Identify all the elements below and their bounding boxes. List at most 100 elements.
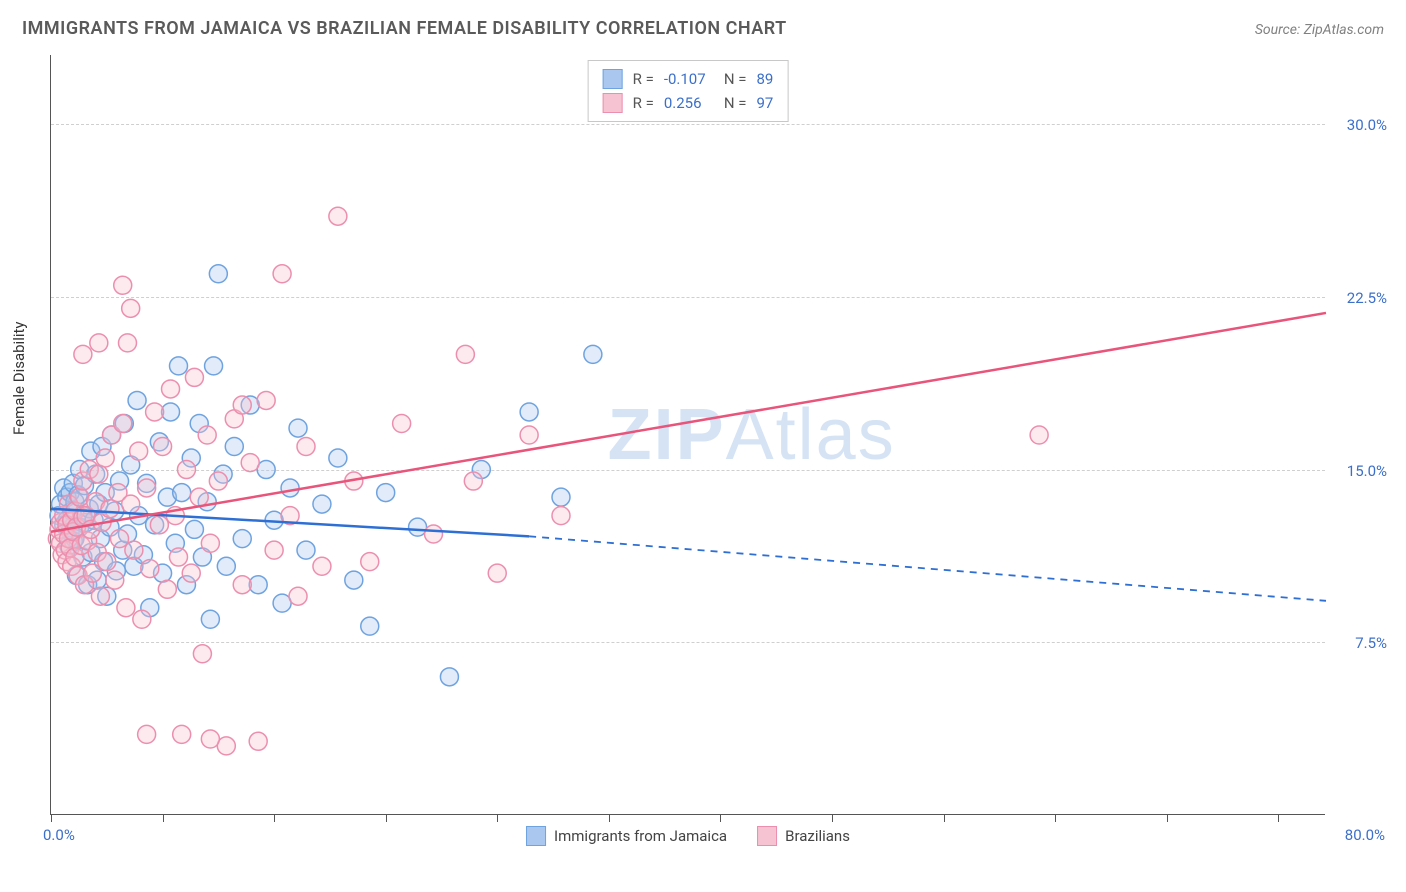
scatter-point — [173, 484, 191, 502]
scatter-point — [345, 571, 363, 589]
scatter-point — [201, 730, 219, 748]
scatter-point — [297, 541, 315, 559]
scatter-point — [101, 500, 119, 518]
x-tick — [609, 814, 610, 822]
scatter-point — [141, 560, 159, 578]
legend-swatch — [603, 69, 623, 89]
scatter-point — [361, 617, 379, 635]
scatter-point — [273, 265, 291, 283]
scatter-point — [98, 553, 116, 571]
legend-swatch — [526, 826, 546, 846]
legend-swatch — [757, 826, 777, 846]
legend-r-value: 0.256 — [664, 94, 714, 112]
scatter-point — [297, 438, 315, 456]
scatter-svg — [51, 55, 1325, 814]
x-tick — [1055, 814, 1056, 822]
scatter-point — [119, 334, 137, 352]
scatter-point — [185, 368, 203, 386]
scatter-point — [440, 668, 458, 686]
scatter-point — [217, 557, 235, 575]
series-name: Brazilians — [785, 827, 850, 845]
y-tick-label: 22.5% — [1347, 289, 1387, 307]
source-attribution: Source: ZipAtlas.com — [1255, 22, 1384, 38]
scatter-point — [201, 534, 219, 552]
scatter-point — [146, 403, 164, 421]
scatter-point — [225, 438, 243, 456]
scatter-point — [106, 571, 124, 589]
y-axis-label: Female Disability — [10, 322, 28, 436]
scatter-point — [201, 610, 219, 628]
scatter-point — [552, 507, 570, 525]
scatter-point — [329, 449, 347, 467]
scatter-point — [377, 484, 395, 502]
scatter-point — [71, 488, 89, 506]
x-origin-label: 0.0% — [43, 826, 75, 844]
x-tick — [1167, 814, 1168, 822]
scatter-point — [584, 345, 602, 363]
scatter-point — [117, 599, 135, 617]
series-legend-item: Immigrants from Jamaica — [526, 826, 727, 846]
x-tick — [497, 814, 498, 822]
legend-row: R = 0.256 N = 97 — [603, 91, 774, 115]
scatter-point — [170, 548, 188, 566]
scatter-point — [193, 645, 211, 663]
x-tick — [51, 814, 52, 822]
scatter-point — [90, 465, 108, 483]
scatter-point — [130, 442, 148, 460]
legend-n-value: 97 — [756, 94, 773, 112]
scatter-point — [122, 495, 140, 513]
scatter-point — [170, 357, 188, 375]
scatter-point — [289, 419, 307, 437]
scatter-point — [329, 207, 347, 225]
scatter-point — [257, 391, 275, 409]
x-tick — [832, 814, 833, 822]
y-tick-label: 7.5% — [1355, 634, 1387, 652]
correlation-legend: R = -0.107 N = 89 R = 0.256 N = 97 — [588, 60, 789, 122]
scatter-point — [313, 557, 331, 575]
plot-area: ZIPAtlas 7.5%15.0%22.5%30.0% R =-0.107N … — [50, 55, 1325, 815]
scatter-point — [74, 345, 92, 363]
scatter-point — [162, 380, 180, 398]
legend-r-value: -0.107 — [664, 70, 714, 88]
scatter-point — [133, 610, 151, 628]
scatter-point — [158, 580, 176, 598]
scatter-point — [249, 732, 267, 750]
scatter-point — [265, 541, 283, 559]
scatter-point — [552, 488, 570, 506]
x-tick — [944, 814, 945, 822]
scatter-point — [241, 454, 259, 472]
chart-container: IMMIGRANTS FROM JAMAICA VS BRAZILIAN FEM… — [0, 0, 1406, 892]
chart-title: IMMIGRANTS FROM JAMAICA VS BRAZILIAN FEM… — [22, 18, 787, 39]
scatter-point — [154, 438, 172, 456]
scatter-point — [520, 403, 538, 421]
legend-row: R =-0.107N =89 — [603, 67, 774, 91]
legend-r-label: R = — [633, 70, 654, 88]
scatter-point — [209, 472, 227, 490]
scatter-point — [1030, 426, 1048, 444]
scatter-point — [209, 265, 227, 283]
scatter-point — [125, 541, 143, 559]
legend-swatch — [603, 93, 623, 113]
scatter-point — [361, 553, 379, 571]
scatter-point — [128, 391, 146, 409]
scatter-point — [281, 479, 299, 497]
legend-r-label: R = — [633, 94, 654, 112]
scatter-point — [185, 520, 203, 538]
scatter-point — [464, 472, 482, 490]
scatter-point — [488, 564, 506, 582]
series-legend: Immigrants from Jamaica Brazilians — [526, 826, 850, 846]
x-max-label: 80.0% — [1345, 826, 1385, 844]
scatter-point — [233, 396, 251, 414]
scatter-point — [198, 426, 216, 444]
scatter-point — [393, 414, 411, 432]
scatter-point — [150, 516, 168, 534]
x-tick — [720, 814, 721, 822]
scatter-point — [456, 345, 474, 363]
scatter-point — [138, 479, 156, 497]
legend-n-value: 89 — [756, 70, 773, 88]
legend-n-label: N = — [724, 94, 747, 112]
scatter-point — [122, 299, 140, 317]
scatter-point — [114, 276, 132, 294]
y-tick-label: 15.0% — [1347, 462, 1387, 480]
scatter-point — [138, 725, 156, 743]
